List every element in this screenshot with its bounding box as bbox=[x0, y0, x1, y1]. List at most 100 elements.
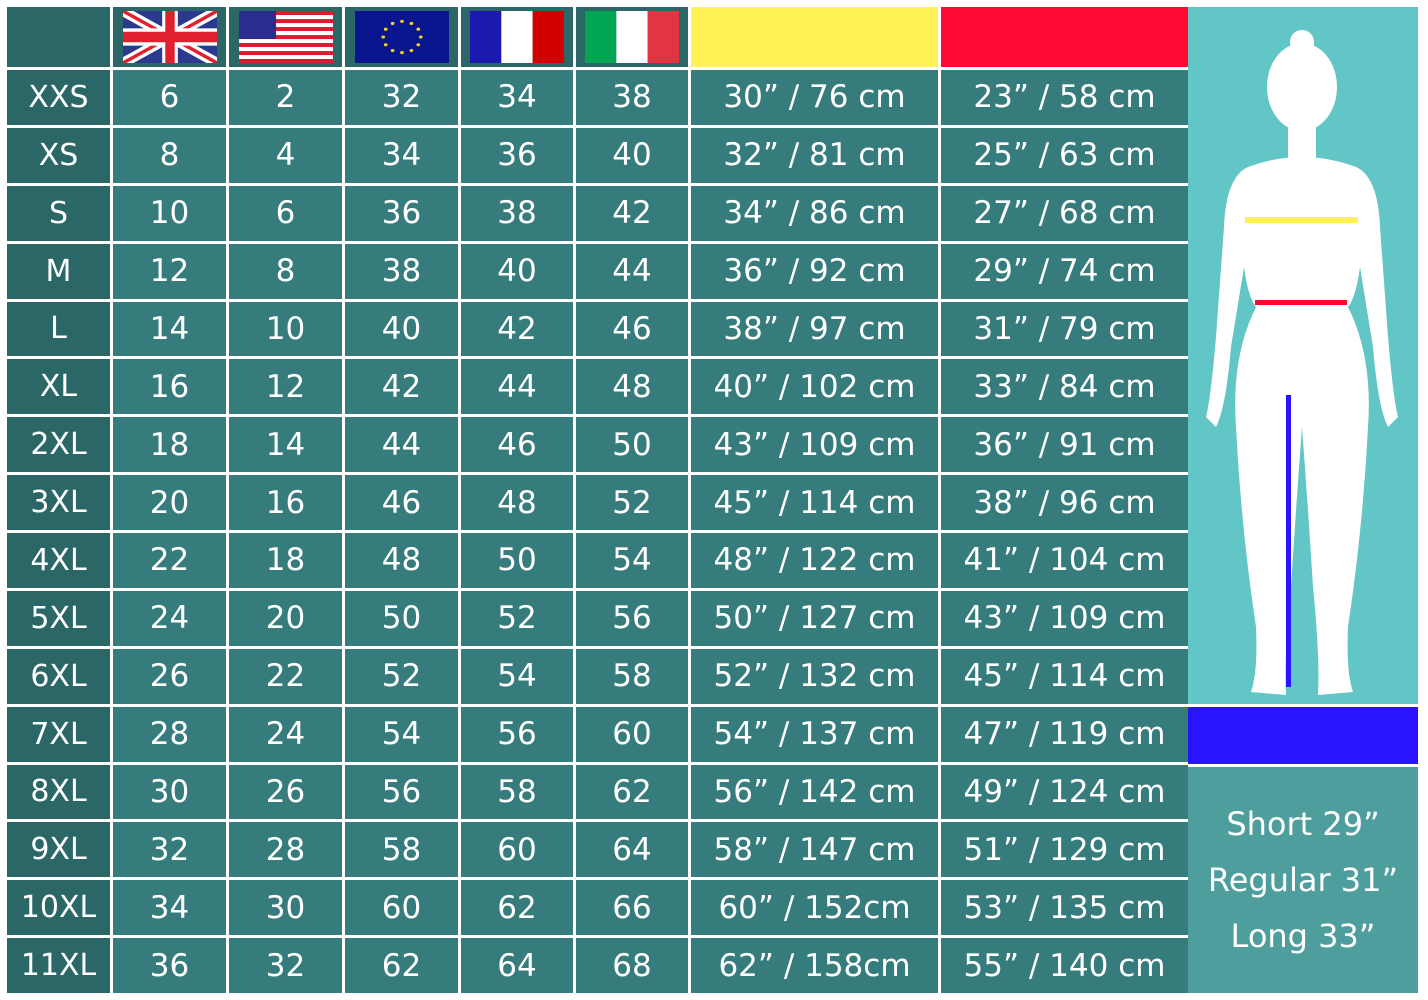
cell-waist: 41” / 104 cm bbox=[941, 533, 1188, 588]
header-size-cell bbox=[7, 7, 110, 67]
cell-waist: 55” / 140 cm bbox=[941, 938, 1188, 993]
cell-bust: 60” / 152cm bbox=[691, 880, 938, 936]
cell-fr: 34 bbox=[461, 70, 573, 125]
cell-eu: 36 bbox=[345, 185, 458, 241]
cell-bust: 54” / 137 cm bbox=[691, 706, 938, 762]
cell-it: 54 bbox=[576, 533, 688, 588]
header-eu bbox=[345, 7, 458, 67]
inseam-short: Short 29” bbox=[1226, 805, 1380, 843]
cell-waist: 29” / 74 cm bbox=[941, 243, 1188, 299]
inseam-lengths: Short 29” Regular 31” Long 33” bbox=[1188, 767, 1418, 993]
cell-waist: 53” / 135 cm bbox=[941, 880, 1188, 936]
cell-it: 64 bbox=[576, 822, 688, 878]
cell-bust: 45” / 114 cm bbox=[691, 475, 938, 530]
italy-flag-icon bbox=[585, 11, 679, 63]
cell-bust: 58” / 147 cm bbox=[691, 822, 938, 878]
cell-uk: 20 bbox=[113, 475, 226, 530]
cell-us: 10 bbox=[229, 301, 342, 357]
cell-uk: 16 bbox=[113, 359, 226, 415]
cell-eu: 34 bbox=[345, 127, 458, 183]
cell-size: 10XL bbox=[7, 880, 110, 936]
cell-eu: 46 bbox=[345, 475, 458, 530]
inseam-long: Long 33” bbox=[1230, 917, 1376, 955]
cell-waist: 43” / 109 cm bbox=[941, 590, 1188, 646]
cell-eu: 58 bbox=[345, 822, 458, 878]
cell-uk: 18 bbox=[113, 417, 226, 473]
cell-it: 42 bbox=[576, 185, 688, 241]
cell-us: 28 bbox=[229, 822, 342, 878]
cell-size: 2XL bbox=[7, 417, 110, 473]
cell-uk: 32 bbox=[113, 822, 226, 878]
cell-us: 30 bbox=[229, 880, 342, 936]
france-flag-icon bbox=[470, 11, 564, 63]
cell-fr: 64 bbox=[461, 938, 573, 993]
cell-eu: 40 bbox=[345, 301, 458, 357]
cell-fr: 50 bbox=[461, 533, 573, 588]
cell-uk: 24 bbox=[113, 590, 226, 646]
cell-it: 68 bbox=[576, 938, 688, 993]
cell-waist: 47” / 119 cm bbox=[941, 706, 1188, 762]
header-bust-color bbox=[691, 7, 938, 67]
cell-it: 40 bbox=[576, 127, 688, 183]
inseam-color bbox=[1188, 707, 1418, 764]
size-chart-table: XXS 6 2 32 34 38 30” / 76 cm 23” / 58 cm XS 8 4 34 3… bbox=[7, 7, 1188, 993]
cell-bust: 38” / 97 cm bbox=[691, 301, 938, 357]
header-waist-color bbox=[941, 7, 1188, 67]
cell-it: 38 bbox=[576, 70, 688, 125]
cell-eu: 32 bbox=[345, 70, 458, 125]
cell-waist: 25” / 63 cm bbox=[941, 127, 1188, 183]
cell-size: 6XL bbox=[7, 648, 110, 704]
cell-it: 56 bbox=[576, 590, 688, 646]
cell-waist: 36” / 91 cm bbox=[941, 417, 1188, 473]
header-uk bbox=[113, 7, 226, 67]
cell-waist: 45” / 114 cm bbox=[941, 648, 1188, 704]
cell-size: XL bbox=[7, 359, 110, 415]
cell-waist: 49” / 124 cm bbox=[941, 764, 1188, 820]
cell-fr: 62 bbox=[461, 880, 573, 936]
waist-line bbox=[1255, 300, 1347, 305]
cell-waist: 33” / 84 cm bbox=[941, 359, 1188, 415]
cell-fr: 36 bbox=[461, 127, 573, 183]
cell-eu: 56 bbox=[345, 764, 458, 820]
cell-size: M bbox=[7, 243, 110, 299]
cell-bust: 56” / 142 cm bbox=[691, 764, 938, 820]
cell-uk: 10 bbox=[113, 185, 226, 241]
cell-waist: 27” / 68 cm bbox=[941, 185, 1188, 241]
cell-uk: 12 bbox=[113, 243, 226, 299]
cell-it: 46 bbox=[576, 301, 688, 357]
cell-uk: 14 bbox=[113, 301, 226, 357]
cell-size: 11XL bbox=[7, 938, 110, 993]
cell-fr: 44 bbox=[461, 359, 573, 415]
cell-bust: 52” / 132 cm bbox=[691, 648, 938, 704]
cell-uk: 8 bbox=[113, 127, 226, 183]
cell-us: 24 bbox=[229, 706, 342, 762]
cell-us: 4 bbox=[229, 127, 342, 183]
cell-us: 18 bbox=[229, 533, 342, 588]
cell-bust: 43” / 109 cm bbox=[691, 417, 938, 473]
cell-fr: 56 bbox=[461, 706, 573, 762]
cell-uk: 22 bbox=[113, 533, 226, 588]
cell-bust: 30” / 76 cm bbox=[691, 70, 938, 125]
cell-size: 8XL bbox=[7, 764, 110, 820]
cell-us: 12 bbox=[229, 359, 342, 415]
us-flag-icon bbox=[238, 11, 333, 63]
cell-eu: 38 bbox=[345, 243, 458, 299]
cell-bust: 40” / 102 cm bbox=[691, 359, 938, 415]
cell-fr: 42 bbox=[461, 301, 573, 357]
cell-it: 48 bbox=[576, 359, 688, 415]
measurement-panel: Short 29” Regular 31” Long 33” bbox=[1188, 7, 1418, 993]
cell-bust: 32” / 81 cm bbox=[691, 127, 938, 183]
cell-fr: 54 bbox=[461, 648, 573, 704]
cell-eu: 52 bbox=[345, 648, 458, 704]
cell-it: 58 bbox=[576, 648, 688, 704]
cell-fr: 58 bbox=[461, 764, 573, 820]
cell-size: XXS bbox=[7, 70, 110, 125]
inseam-regular: Regular 31” bbox=[1207, 861, 1399, 899]
cell-eu: 50 bbox=[345, 590, 458, 646]
cell-fr: 40 bbox=[461, 243, 573, 299]
cell-waist: 38” / 96 cm bbox=[941, 475, 1188, 530]
cell-waist: 31” / 79 cm bbox=[941, 301, 1188, 357]
cell-us: 6 bbox=[229, 185, 342, 241]
cell-it: 66 bbox=[576, 880, 688, 936]
cell-size: 5XL bbox=[7, 590, 110, 646]
